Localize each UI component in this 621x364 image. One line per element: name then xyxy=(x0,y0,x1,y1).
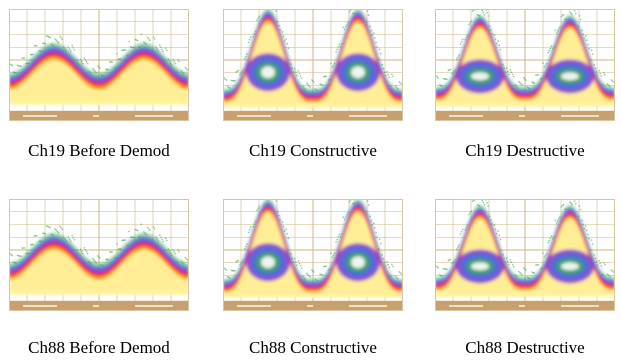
eye-diagram-ch88-before xyxy=(9,199,189,311)
caption-ch19-before: Ch19 Before Demod xyxy=(28,141,170,160)
eye-diagram-ch88-destructive xyxy=(435,199,615,311)
caption-ch88-destructive: Ch88 Destructive xyxy=(465,338,585,357)
eye-diagram-ch19-before xyxy=(9,9,189,121)
eye-signal xyxy=(223,199,403,298)
caption-ch19-destructive: Ch19 Destructive xyxy=(465,141,585,160)
eye-signal xyxy=(435,205,615,297)
eye-diagram-ch19-destructive xyxy=(435,9,615,121)
eye-diagram-ch19-constructive xyxy=(223,9,403,121)
caption-ch88-before: Ch88 Before Demod xyxy=(28,338,170,357)
eye-signal xyxy=(435,15,615,108)
eye-signal xyxy=(223,9,403,109)
eye-signal xyxy=(9,43,189,105)
caption-ch88-constructive: Ch88 Constructive xyxy=(249,338,377,357)
eye-signal xyxy=(9,233,189,295)
eye-diagram-ch88-constructive xyxy=(223,199,403,311)
caption-ch19-constructive: Ch19 Constructive xyxy=(249,141,377,160)
